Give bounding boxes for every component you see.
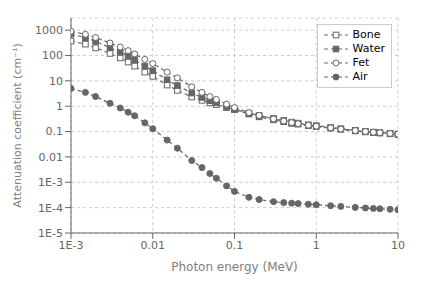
svg-text:1: 1 [313,239,320,252]
svg-text:1E-3: 1E-3 [59,239,84,252]
svg-text:0.01: 0.01 [39,151,64,164]
svg-text:1E-3: 1E-3 [38,176,63,189]
svg-text:100: 100 [42,49,63,62]
svg-text:1: 1 [56,100,63,113]
svg-text:0.01: 0.01 [141,239,166,252]
svg-text:1E-4: 1E-4 [38,202,63,215]
html-text:Fet: Fet [352,56,370,69]
html-text:Water: Water [352,42,385,55]
svg-text:10: 10 [391,239,405,252]
svg-text:10: 10 [49,75,63,88]
svg-text:0.1: 0.1 [46,125,64,138]
svg-text:1000: 1000 [35,24,63,37]
svg-text:1E-5: 1E-5 [38,227,63,240]
svg-text:Photon energy (MeV): Photon energy (MeV) [171,260,298,274]
html-text:Air: Air [352,70,368,83]
svg-text:0.1: 0.1 [226,239,244,252]
html-text:Bone: Bone [352,28,381,41]
svg-text:Attenuation coefficient (cm⁻¹): Attenuation coefficient (cm⁻¹) [11,43,24,207]
